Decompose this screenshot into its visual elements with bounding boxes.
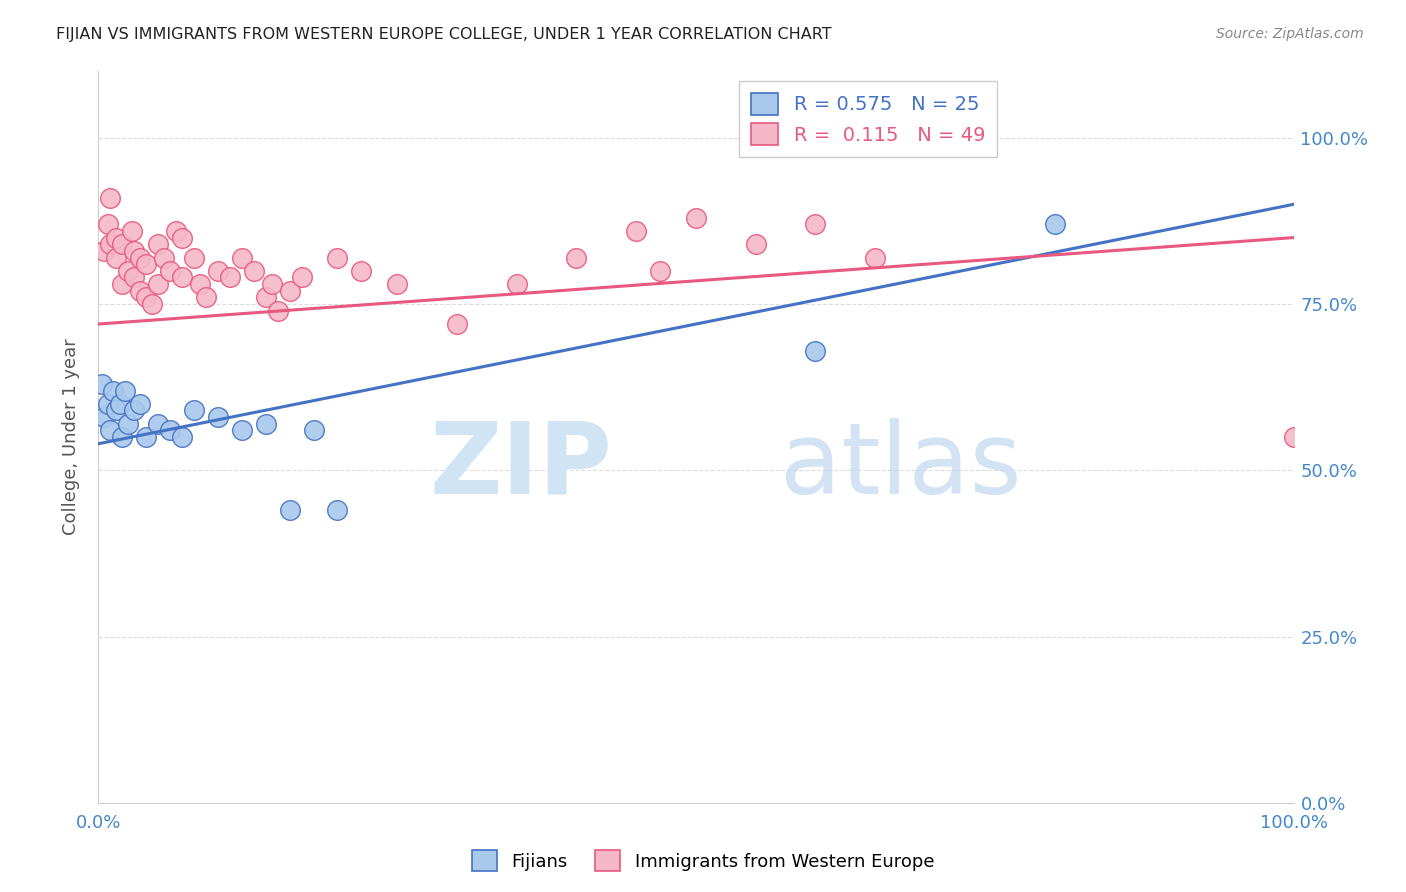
Point (98, 424, 122, 438)
Point (231, 251, 253, 265)
Point (98, 237, 122, 252)
Point (745, 237, 768, 252)
Point (117, 417, 139, 431)
Point (685, 211, 707, 225)
Point (105, 230, 128, 244)
Point (172, 270, 194, 285)
Point (159, 264, 181, 278)
Point (148, 277, 170, 292)
Point (231, 424, 253, 438)
Point (111, 430, 134, 444)
Point (1282, 430, 1305, 444)
Y-axis label: College, Under 1 year: College, Under 1 year (62, 339, 80, 535)
Point (506, 277, 529, 292)
Point (101, 384, 124, 398)
Point (117, 264, 139, 278)
Point (804, 343, 827, 358)
Point (446, 317, 468, 331)
Point (93, 244, 115, 258)
Point (183, 251, 205, 265)
Point (219, 270, 242, 285)
Point (278, 503, 301, 517)
Legend: R = 0.575   N = 25, R =  0.115   N = 49: R = 0.575 N = 25, R = 0.115 N = 49 (740, 81, 997, 157)
Point (385, 277, 409, 292)
Point (350, 264, 373, 278)
Point (291, 270, 314, 285)
Point (105, 403, 128, 417)
Point (865, 251, 887, 265)
Point (129, 251, 152, 265)
Point (98, 191, 122, 205)
Point (141, 297, 163, 311)
Point (326, 503, 349, 517)
Text: Source: ZipAtlas.com: Source: ZipAtlas.com (1216, 27, 1364, 41)
Point (254, 417, 277, 431)
Point (129, 284, 152, 298)
Point (172, 430, 194, 444)
Point (124, 403, 146, 417)
Point (111, 237, 134, 252)
Legend: Fijians, Immigrants from Western Europe: Fijians, Immigrants from Western Europe (464, 843, 942, 879)
Point (97, 217, 120, 231)
Point (804, 217, 827, 231)
Point (93, 410, 115, 425)
Point (111, 277, 134, 292)
Point (267, 303, 290, 318)
Text: FIJIAN VS IMMIGRANTS FROM WESTERN EUROPE COLLEGE, UNDER 1 YEAR CORRELATION CHART: FIJIAN VS IMMIGRANTS FROM WESTERN EUROPE… (56, 27, 832, 42)
Point (1043, 217, 1066, 231)
Point (108, 397, 131, 411)
Point (195, 290, 218, 304)
Point (114, 384, 136, 398)
Point (121, 224, 143, 238)
Point (105, 251, 128, 265)
Point (207, 410, 229, 425)
Point (243, 264, 266, 278)
Point (97, 397, 120, 411)
Point (650, 264, 672, 278)
Point (260, 277, 283, 292)
Text: atlas: atlas (779, 417, 1021, 515)
Point (148, 237, 170, 252)
Point (183, 403, 205, 417)
Point (207, 264, 229, 278)
Point (165, 224, 187, 238)
Point (188, 277, 211, 292)
Point (326, 251, 349, 265)
Point (302, 424, 325, 438)
Point (565, 251, 588, 265)
Point (159, 424, 181, 438)
Point (135, 430, 157, 444)
Point (129, 397, 152, 411)
Point (135, 290, 157, 304)
Point (172, 230, 194, 244)
Point (135, 257, 157, 271)
Point (626, 224, 648, 238)
Point (148, 417, 170, 431)
Point (124, 270, 146, 285)
Point (153, 251, 176, 265)
Point (254, 290, 277, 304)
Point (91, 376, 114, 391)
Text: ZIP: ZIP (429, 417, 613, 515)
Point (278, 284, 301, 298)
Point (124, 244, 146, 258)
